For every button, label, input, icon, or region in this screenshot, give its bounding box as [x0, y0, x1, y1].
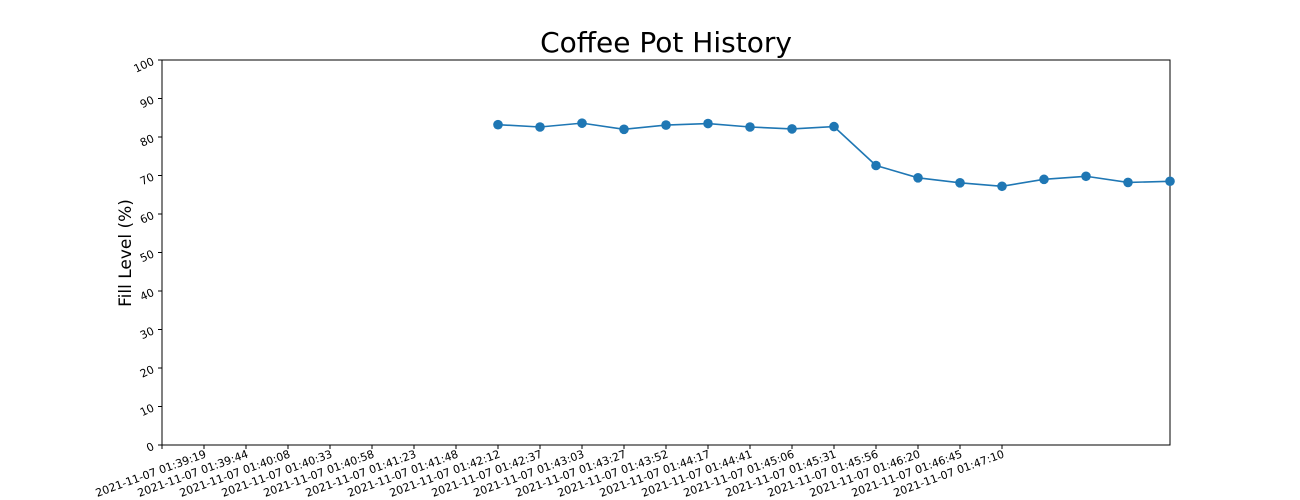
y-tick-label: 60 — [138, 209, 156, 227]
data-point — [661, 120, 671, 130]
plot-area — [161, 59, 1171, 446]
y-tick-label: 90 — [138, 93, 156, 111]
data-point — [955, 178, 965, 188]
data-point — [1039, 174, 1049, 185]
data-point — [535, 122, 545, 132]
data-point — [829, 121, 839, 132]
data-point — [493, 119, 503, 130]
series-line — [497, 122, 1171, 188]
y-tick-label: 0 — [144, 440, 156, 455]
y-axis-label: Fill Level (%) — [116, 199, 136, 307]
data-point — [577, 118, 587, 128]
y-tick-label: 100 — [132, 55, 157, 76]
data-series — [493, 118, 1175, 192]
y-tick-label: 50 — [138, 247, 156, 265]
data-point — [1123, 177, 1133, 188]
data-point — [997, 181, 1007, 192]
data-point — [787, 124, 797, 134]
y-axis: 0 10 20 30 40 50 60 70 80 90 100 — [132, 55, 162, 455]
data-point — [913, 173, 923, 183]
data-point — [619, 124, 629, 135]
data-point — [745, 122, 755, 132]
data-point — [1165, 176, 1175, 187]
data-point — [871, 160, 881, 171]
y-tick-label: 20 — [138, 363, 156, 381]
data-point — [1081, 171, 1091, 182]
y-tick-label: 30 — [138, 324, 156, 342]
y-tick-label: 40 — [138, 286, 156, 304]
y-tick-label: 80 — [138, 132, 156, 150]
chart-title: Coffee Pot History — [540, 26, 792, 59]
y-tick-label: 70 — [138, 170, 156, 188]
y-tick-label: 10 — [138, 401, 156, 419]
data-point — [703, 118, 713, 129]
